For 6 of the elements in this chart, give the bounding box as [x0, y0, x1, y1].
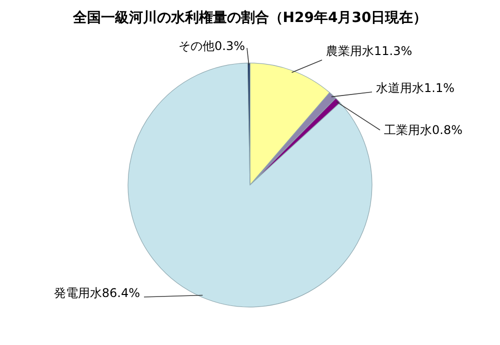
slice-label: 発電用水86.4% — [54, 286, 140, 300]
slice-label: 農業用水11.3% — [326, 44, 412, 58]
slice-label: その他0.3% — [178, 39, 245, 53]
chart-title: 全国一級河川の水利権量の割合（H29年4月30日現在） — [72, 9, 428, 26]
slice-label: 工業用水0.8% — [384, 123, 462, 137]
slice-label: 水道用水1.1% — [376, 81, 454, 95]
